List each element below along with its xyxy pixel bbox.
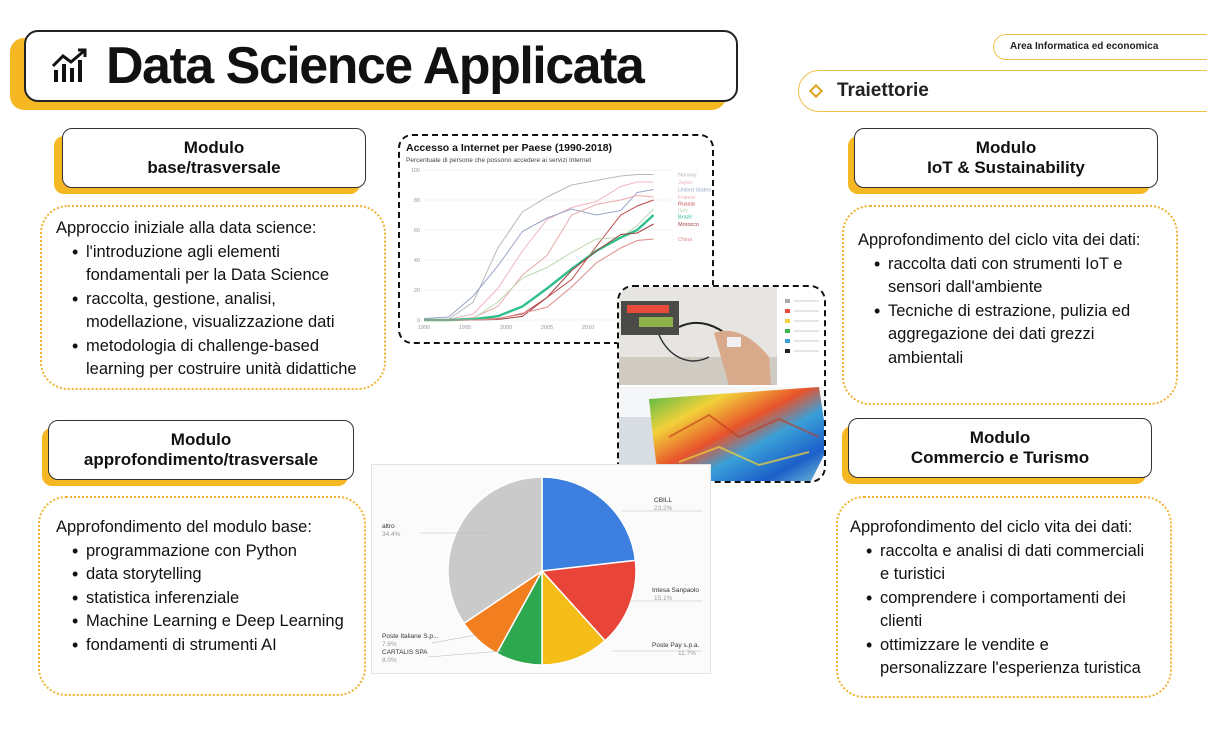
pie-label-cbill: CBILL [654, 497, 673, 504]
module-deep-list: programmazione con Python data storytell… [56, 540, 364, 658]
pie-slice [541, 476, 637, 572]
pie-label-cartalis: CARTALIS SPA [382, 649, 428, 656]
module-deep-title-line1: Modulo [170, 430, 232, 449]
module-base-list: l'introduzione agli elementifondamentali… [56, 241, 384, 382]
module-commerce-content: Approfondimento del ciclo vita dei dati:… [836, 496, 1172, 698]
x-tick-label: 2010 [582, 325, 594, 331]
pie-slice [541, 569, 607, 666]
y-tick-label: 20 [414, 288, 420, 294]
payments-pie-chart: CBILL 23.2% Intesa Sanpaolo 15.1% Poste … [371, 464, 711, 674]
pie-slice [447, 476, 543, 625]
series-label: France [678, 195, 695, 201]
series-label: United States [678, 188, 711, 194]
module-base-header: Modulo base/trasversale [62, 128, 366, 188]
line-chart-subtitle: Percentuale di persone che possono acced… [406, 157, 591, 164]
pie-label-posteplay: Poste Pay s.p.a. [652, 642, 700, 649]
list-item: raccolta, gestione, analisi,modellazione… [56, 288, 384, 335]
module-iot-header: Modulo IoT & Sustainability [854, 128, 1158, 188]
module-deep-content: Approfondimento del modulo base: program… [38, 496, 366, 696]
pie-label-poste: Poste Italiane S.p... [382, 633, 439, 640]
diamond-icon [808, 83, 824, 99]
line-chart-svg: 0 20 40 60 80 100 1990 1995 2000 2005 2010 NorwayJa… [411, 168, 711, 331]
pie-pct-intesa: 15.1% [654, 595, 673, 602]
series-label: Morocco [678, 222, 699, 228]
module-deep-header: Modulo approfondimento/trasversale [48, 420, 354, 480]
series-line [423, 189, 654, 319]
trajectories-tag[interactable]: Traiettorie [798, 70, 1207, 112]
pie-pct-cbill: 23.2% [654, 505, 673, 512]
list-item: fondamenti di strumenti AI [56, 634, 364, 658]
y-tick-label: 60 [414, 228, 420, 234]
module-iot-list: raccolta dati con strumenti IoT esensori… [858, 253, 1176, 371]
module-base-lead: Approccio iniziale alla data science: [56, 219, 317, 237]
module-iot-lead: Approfondimento del ciclo vita dei dati: [858, 231, 1141, 249]
module-base-title-line1: Modulo [183, 138, 245, 157]
pie-slice [540, 559, 637, 642]
series-label: Norway [678, 173, 697, 179]
line-chart-title: Accesso a Internet per Paese (1990-2018) [406, 142, 613, 154]
trajectories-label: Traiettorie [837, 80, 929, 101]
list-item: programmazione con Python [56, 540, 364, 564]
list-item: l'introduzione agli elementifondamentali… [56, 241, 384, 288]
iot-photo-collage [617, 285, 826, 483]
pie-pct-cartalis: 8.0% [382, 657, 397, 664]
pie-pct-poste: 7.6% [382, 641, 397, 648]
area-tag: Area Informatica ed economica [993, 34, 1207, 60]
leader-line [431, 634, 477, 644]
x-tick-label: 1990 [418, 325, 430, 331]
list-item: Machine Learning e Deep Learning [56, 610, 364, 634]
module-commerce-list: raccolta e analisi di dati commercialie … [850, 540, 1170, 681]
module-base-title-line2: base/trasversale [147, 158, 281, 177]
module-iot-title-line2: IoT & Sustainability [927, 158, 1085, 177]
pie-pct-altro: 34.4% [382, 531, 401, 538]
pie-label-intesa: Intesa Sanpaolo [652, 587, 699, 594]
series-label: Italy [678, 208, 688, 214]
x-tick-label: 2000 [500, 325, 512, 331]
series-label: Japan [678, 180, 693, 186]
module-iot-content: Approfondimento del ciclo vita dei dati:… [842, 205, 1178, 405]
leader-line [427, 650, 503, 658]
x-tick-label: 1995 [459, 325, 471, 331]
module-commerce-header: Modulo Commercio e Turismo [848, 418, 1152, 478]
pie-pct-posteplay: 11.7% [678, 650, 696, 657]
series-label: China [678, 237, 693, 243]
list-item: data storytelling [56, 563, 364, 587]
chart-growth-icon [51, 48, 87, 82]
y-tick-label: 80 [414, 198, 420, 204]
module-deep-lead: Approfondimento del modulo base: [56, 518, 312, 536]
series-label: Brazil [678, 215, 692, 221]
list-item: Tecniche di estrazione, pulizia edaggreg… [858, 300, 1176, 371]
module-iot-title-line1: Modulo [975, 138, 1037, 157]
series-label: Russia [678, 202, 696, 208]
module-commerce-title-line1: Modulo [969, 428, 1031, 447]
series-line [423, 174, 654, 321]
y-tick-label: 0 [417, 318, 420, 324]
page-title: Data Science Applicata [106, 37, 645, 95]
module-deep-title-line2: approfondimento/trasversale [83, 450, 319, 469]
module-commerce-lead: Approfondimento del ciclo vita dei dati: [850, 518, 1133, 536]
series-line [424, 238, 654, 321]
list-item: raccolta e analisi di dati commercialie … [850, 540, 1170, 587]
list-item: statistica inferenziale [56, 587, 364, 611]
y-tick-label: 40 [414, 258, 420, 264]
module-base-content: Approccio iniziale alla data science: l'… [40, 205, 386, 390]
y-tick-label: 100 [411, 168, 420, 174]
module-commerce-title-line2: Commercio e Turismo [910, 448, 1090, 467]
iot-photo [619, 287, 824, 481]
title-banner: Data Science Applicata [24, 30, 738, 102]
x-tick-label: 2005 [541, 325, 553, 331]
series-line [423, 181, 654, 321]
list-item: raccolta dati con strumenti IoT esensori… [858, 253, 1176, 300]
pie-chart-svg [420, 476, 702, 666]
pie-label-altro: altro [382, 523, 395, 530]
